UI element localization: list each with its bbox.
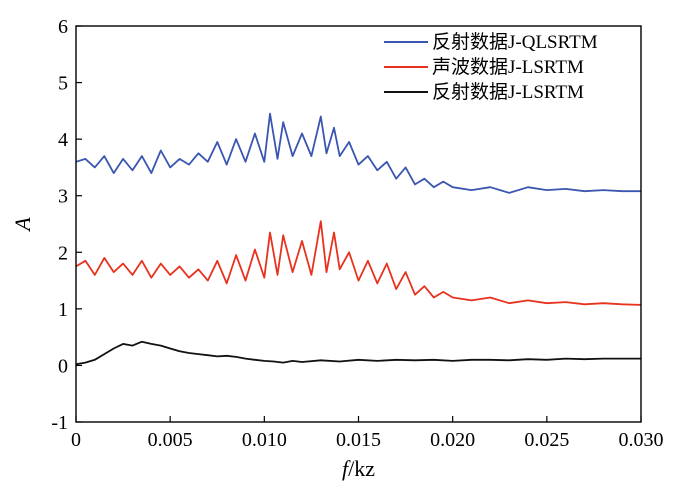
x-axis-label: f/kz [342,456,375,481]
series-layer [75,112,642,366]
x-tick-label: 0.010 [242,429,287,451]
y-tick-label: 5 [58,73,68,95]
x-tick-label: 0 [71,429,81,451]
y-axis-label: A [10,217,35,233]
y-tick-label: 6 [58,16,68,38]
x-axis-label-symbol: f [342,456,351,481]
x-tick-label: 0.025 [524,429,569,451]
x-tick-label: 0.015 [336,429,381,451]
x-tick-label: 0.030 [619,429,664,451]
x-axis: 0 0.005 0.010 0.015 0.020 0.025 0.030 [71,416,664,451]
series-line-1 [75,112,641,194]
series-line-2 [75,220,642,306]
y-tick-label: 2 [58,242,68,264]
legend: 反射数据J-QLSRTM 声波数据J-LSRTM 反射数据J-LSRTM [384,31,598,103]
y-tick-label: 3 [58,186,68,208]
y-tick-label: 4 [58,129,68,151]
y-tick-label: 1 [58,299,68,321]
legend-label-3: 反射数据J-LSRTM [432,81,584,103]
legend-label-1: 反射数据J-QLSRTM [432,31,598,53]
x-tick-label: 0.005 [148,429,193,451]
y-tick-label: -1 [51,412,68,434]
series-line-3 [75,340,641,366]
x-tick-label: 0.020 [430,429,475,451]
x-axis-label-unit: /kz [348,456,375,481]
y-tick-label: 0 [58,355,68,377]
legend-label-2: 声波数据J-LSRTM [432,56,584,78]
y-axis: -1 0 1 2 3 4 5 6 [51,16,82,434]
